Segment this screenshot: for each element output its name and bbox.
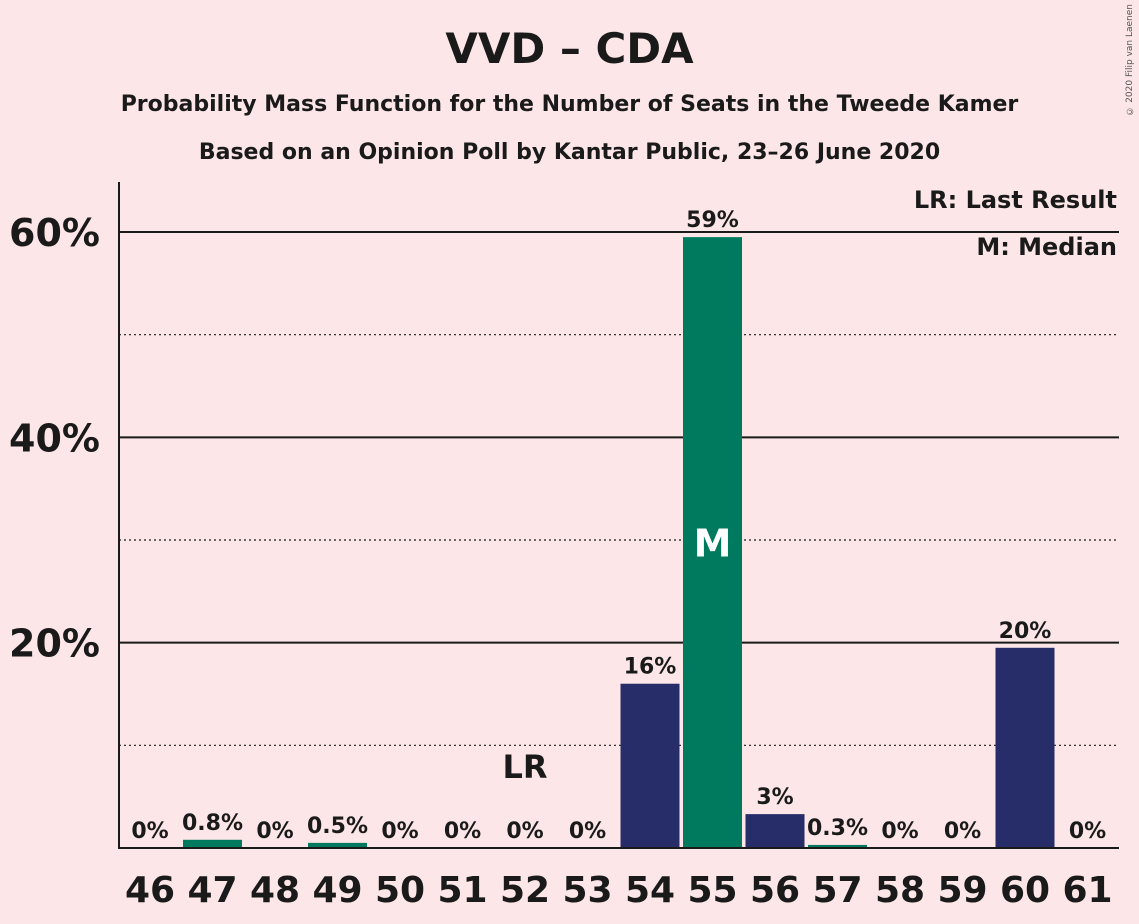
x-tick-label: 52: [500, 870, 550, 911]
data-label: 0%: [256, 819, 293, 844]
x-tick-label: 49: [312, 870, 362, 911]
bar: [683, 237, 742, 849]
x-tick-label: 50: [375, 870, 425, 911]
x-tick-label: 59: [937, 870, 987, 911]
x-tick-label: 51: [437, 870, 487, 911]
last-result-marker: LR: [502, 748, 547, 786]
data-label: 0%: [381, 819, 418, 844]
x-tick-label: 57: [812, 870, 862, 911]
x-tick-label: 47: [187, 870, 237, 911]
x-tick-label: 55: [687, 870, 737, 911]
bar: [995, 647, 1055, 848]
data-label: 0%: [944, 819, 981, 844]
x-tick-label: 61: [1062, 870, 1112, 911]
legend-median: M: Median: [968, 233, 1117, 261]
data-label: 16%: [624, 655, 677, 680]
data-label: 0.8%: [182, 811, 243, 836]
legend-last-result: LR: Last Result: [905, 186, 1117, 214]
chart-title: VVD – CDA: [445, 24, 694, 73]
x-tick-label: 46: [125, 870, 175, 911]
median-marker: M: [694, 522, 732, 566]
data-label: 0%: [506, 819, 543, 844]
data-label: 0%: [1069, 819, 1106, 844]
data-label: 0%: [131, 819, 168, 844]
data-label: 0.5%: [307, 814, 368, 839]
chart-subtitle: Probability Mass Function for the Number…: [120, 92, 1019, 117]
x-tick-label: 54: [625, 870, 675, 911]
y-tick-label: 60%: [9, 211, 100, 255]
y-tick-label: 40%: [9, 416, 100, 460]
data-label: 3%: [756, 785, 793, 810]
x-tick-label: 56: [750, 870, 800, 911]
data-label: 0%: [444, 819, 481, 844]
bar: [620, 683, 680, 848]
x-tick-label: 58: [875, 870, 925, 911]
bar: [808, 844, 867, 848]
y-tick-label: 20%: [9, 622, 100, 666]
data-label: 59%: [686, 208, 739, 233]
data-label: 20%: [999, 619, 1052, 644]
x-tick-label: 60: [1000, 870, 1050, 911]
bar: [308, 842, 367, 848]
chart-source: Based on an Opinion Poll by Kantar Publi…: [198, 140, 941, 165]
x-tick-label: 48: [250, 870, 300, 911]
data-label: 0%: [881, 819, 918, 844]
data-label: 0.3%: [807, 816, 868, 841]
data-label: 0%: [569, 819, 606, 844]
bar: [745, 814, 805, 848]
bar: [183, 839, 242, 848]
x-tick-label: 53: [562, 870, 612, 911]
